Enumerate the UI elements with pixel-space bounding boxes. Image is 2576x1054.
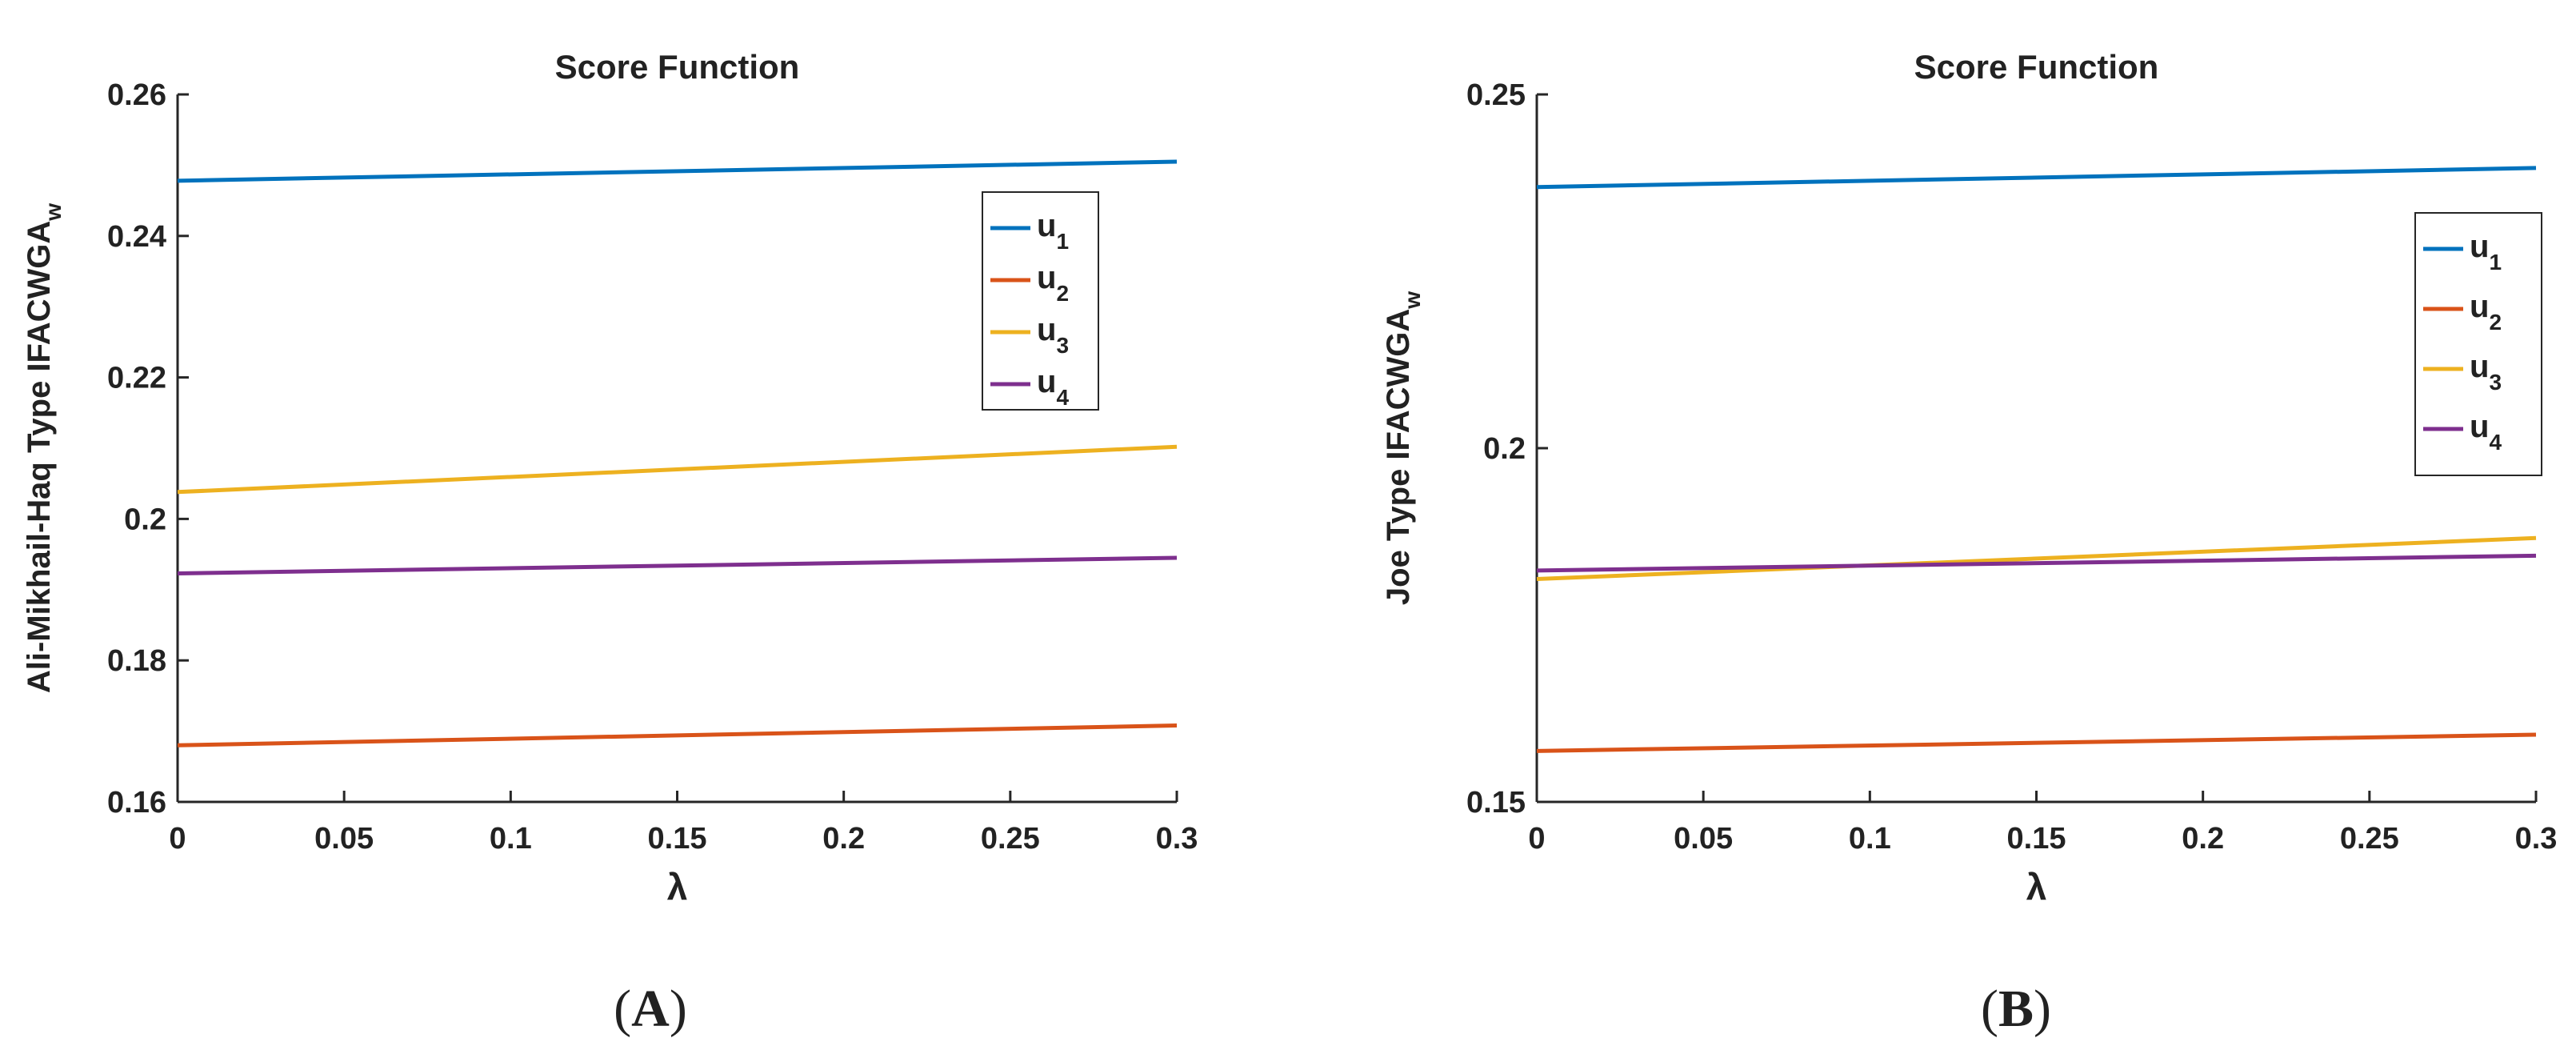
y-axis-label-main: Ali-Mikhail-Haq Type IFACWGA (22, 221, 57, 693)
legend-label-main: u (1037, 208, 1056, 243)
series-line-u3 (1536, 535, 2537, 582)
y-tick-label: 0.18 (107, 644, 166, 678)
y-axis-label-subscript: w (41, 203, 66, 222)
y-tick-label: 0.26 (107, 78, 166, 112)
y-tick-label: 0.22 (107, 362, 166, 395)
legend-label-u1: u1 (2470, 229, 2502, 275)
y-tick-label: 0.25 (1466, 78, 1526, 112)
caption-close-paren: ) (2034, 980, 2051, 1038)
x-tick-label: 0.25 (2340, 822, 2399, 856)
legend-label-subscript: 3 (1056, 333, 1069, 358)
caption-letter: B (1998, 980, 2034, 1038)
x-tick-label: 0 (1528, 822, 1545, 856)
y-axis-label-main: Joe Type IFACWGA (1381, 309, 1416, 605)
legend-label-subscript: 4 (2489, 430, 2502, 455)
panel-b: 0 0.05 0.1 0.15 0.2 0.25 0.3 0.15 0.2 0.25 Score F… (1381, 48, 2557, 1038)
caption-open-paren: ( (1981, 980, 1998, 1038)
legend-label-u2: u2 (1037, 260, 1069, 306)
legend-label-main: u (2470, 289, 2489, 324)
panel-caption: (A) (614, 980, 687, 1038)
x-tick-label: 0.3 (2515, 822, 2558, 856)
legend-label-subscript: 3 (2489, 370, 2502, 395)
panel-caption: (B) (1981, 980, 2051, 1038)
x-tick-label: 0.2 (822, 822, 865, 856)
y-axis-label-subscript: w (1400, 291, 1425, 310)
legend-box (2414, 212, 2542, 476)
x-tick-label: 0.3 (1156, 822, 1198, 856)
legend-label-main: u (2470, 409, 2489, 444)
x-tick-label: 0.2 (2182, 822, 2224, 856)
legend-label-main: u (2470, 349, 2489, 384)
x-tick-label: 0.15 (648, 822, 707, 856)
y-axis-label: Joe Type IFACWGAw (1381, 291, 1425, 605)
y-axis-label: Ali-Mikhail-Haq Type IFACWGAw (22, 203, 66, 693)
y-tick-label: 0.24 (107, 220, 166, 254)
caption-close-paren: ) (670, 980, 687, 1038)
y-tick-label: 0.16 (107, 786, 166, 820)
x-tick-label: 0.15 (2007, 822, 2066, 856)
x-tick-label: 0 (169, 822, 186, 856)
chart-title: Score Function (555, 48, 800, 86)
legend-label-subscript: 1 (2489, 250, 2502, 275)
series-line-u3 (177, 444, 1178, 495)
series-line-u2 (1536, 732, 2537, 753)
legend-label-subscript: 4 (1056, 385, 1069, 410)
y-tick-label: 0.15 (1466, 786, 1526, 820)
caption-letter: A (631, 980, 670, 1038)
series-line-u2 (177, 723, 1178, 747)
series-line-u1 (1536, 166, 2537, 190)
legend-label-u1: u1 (1037, 208, 1069, 254)
y-tick-label: 0.2 (124, 503, 166, 536)
legend-label-u4: u4 (2470, 409, 2502, 455)
caption-open-paren: ( (614, 980, 631, 1038)
x-axis-label: λ (2026, 866, 2047, 908)
series-line-u4 (177, 555, 1178, 575)
series-line-u4 (1536, 553, 2537, 573)
legend-label-main: u (1037, 312, 1056, 347)
x-tick-label: 0.05 (1674, 822, 1733, 856)
x-tick-label: 0.05 (314, 822, 374, 856)
legend-label-u4: u4 (1037, 364, 1069, 410)
legend-label-subscript: 1 (1056, 229, 1069, 254)
x-axis-label: λ (667, 866, 688, 908)
legend-label-main: u (1037, 260, 1056, 295)
panel-a: 0 0.05 0.1 0.15 0.2 0.25 0.3 0.16 0.18 0.2 0.22 0.2… (22, 48, 1198, 1038)
legend-label-u3: u3 (2470, 349, 2502, 395)
x-tick-label: 0.25 (981, 822, 1040, 856)
chart-title: Score Function (1914, 48, 2159, 86)
series-line-u1 (177, 159, 1178, 183)
x-tick-label: 0.1 (490, 822, 532, 856)
legend-label-subscript: 2 (2489, 310, 2502, 335)
legend-label-u3: u3 (1037, 312, 1069, 358)
legend-label-main: u (1037, 364, 1056, 399)
legend-label-main: u (2470, 229, 2489, 264)
x-tick-label: 0.1 (1849, 822, 1891, 856)
legend-label-subscript: 2 (1056, 281, 1069, 306)
y-tick-label: 0.2 (1483, 432, 1526, 466)
legend-label-u2: u2 (2470, 289, 2502, 335)
